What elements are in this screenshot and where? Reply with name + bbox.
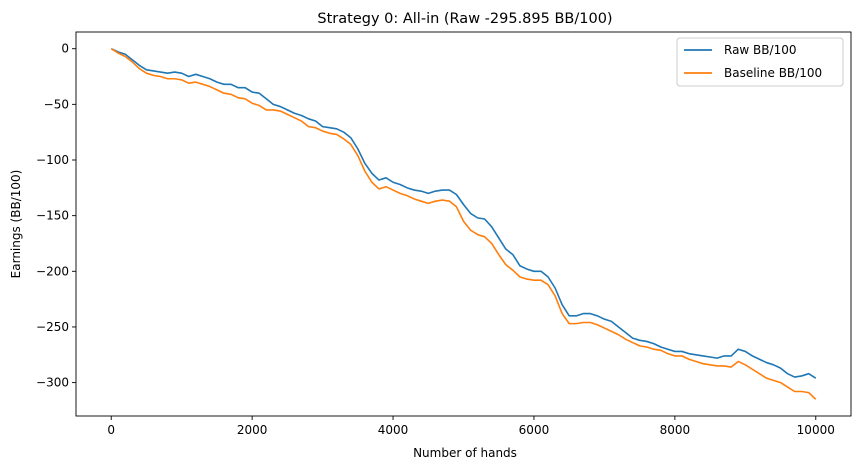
series-line-raw xyxy=(110,47,817,379)
axes-frame xyxy=(75,31,852,417)
y-tick-label: −250 xyxy=(36,320,69,334)
x-tick-label: 6000 xyxy=(519,423,550,437)
series-layer xyxy=(110,47,817,400)
y-tick-label: −300 xyxy=(36,376,69,390)
x-tick-label: 8000 xyxy=(660,423,691,437)
y-tick-label: −50 xyxy=(44,97,69,111)
x-tick-label: 0 xyxy=(107,423,115,437)
x-tick-label: 2000 xyxy=(237,423,268,437)
x-tick-label: 4000 xyxy=(378,423,409,437)
legend: Raw BB/100 Baseline BB/100 xyxy=(676,37,844,87)
y-tick-label: −150 xyxy=(36,209,69,223)
legend-label-raw: Raw BB/100 xyxy=(724,43,796,57)
chart-title: Strategy 0: All-in (Raw -295.895 BB/100) xyxy=(317,11,612,27)
x-axis: 0 2000 4000 6000 8000 10000 xyxy=(107,416,835,437)
x-tick-label: 10000 xyxy=(797,423,835,437)
series-line-baseline xyxy=(110,48,817,400)
y-axis-label: Earnings (BB/100) xyxy=(9,170,23,279)
plot-area: 0 2000 4000 6000 8000 10000 0 −50 −100 −150 −200 −… xyxy=(36,31,852,437)
y-tick-label: −100 xyxy=(36,153,69,167)
y-axis: 0 −50 −100 −150 −200 −250 −300 xyxy=(36,42,76,390)
legend-box xyxy=(676,37,844,87)
x-axis-label: Number of hands xyxy=(413,446,517,460)
y-tick-label: −200 xyxy=(36,264,69,278)
legend-label-baseline: Baseline BB/100 xyxy=(724,66,822,80)
y-tick-label: 0 xyxy=(61,42,69,56)
